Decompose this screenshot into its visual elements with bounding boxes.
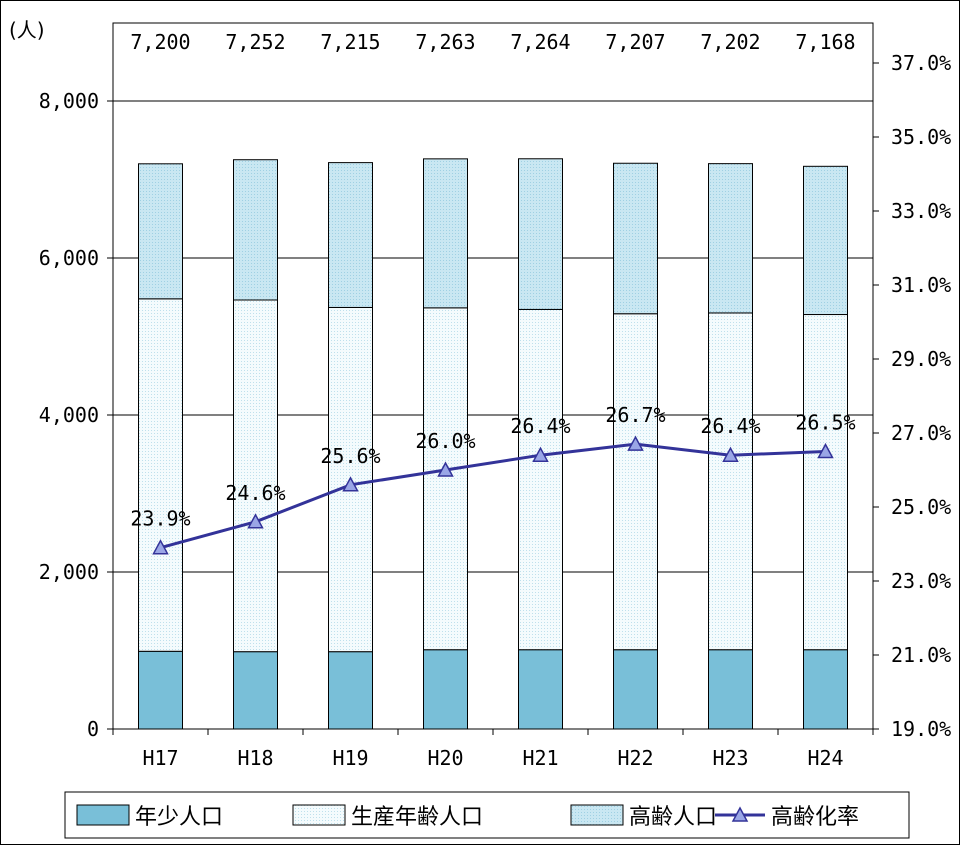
rate-label: 26.0%: [415, 429, 475, 453]
x-tick-label: H17: [142, 746, 178, 770]
total-label: 7,252: [225, 30, 285, 54]
bar-segment: [708, 649, 753, 730]
bar-segment: [328, 651, 373, 730]
rate-label: 26.5%: [795, 411, 855, 435]
bar-segment: [518, 649, 563, 730]
x-tick-label: H20: [427, 746, 463, 770]
bar-segment: [708, 163, 753, 314]
bar-segment: [233, 159, 278, 301]
total-label: 7,168: [795, 30, 855, 54]
bar-segment: [708, 312, 753, 651]
rate-point: [817, 442, 834, 459]
right-tick-label: 25.0%: [891, 495, 951, 519]
rate-point: [152, 539, 169, 555]
legend-label: 生産年齢人口: [351, 805, 483, 830]
bar-segment: [518, 158, 563, 310]
total-label: 7,200: [130, 30, 190, 54]
left-tick-label: 0: [87, 717, 99, 741]
x-tick-label: H21: [522, 746, 558, 770]
bar-segment: [803, 165, 848, 316]
bar-segment: [518, 308, 563, 651]
rate-point: [627, 435, 644, 451]
legend-marker: [731, 806, 749, 822]
x-tick-label: H24: [807, 746, 843, 770]
right-tick-label: 33.0%: [891, 199, 951, 223]
rate-line: [160, 442, 826, 550]
bar-segment: [423, 307, 468, 651]
rate-label: 26.7%: [605, 403, 665, 427]
legend-label: 高齢化率: [771, 805, 859, 830]
right-tick-label: 21.0%: [891, 643, 951, 667]
rate-point: [342, 476, 359, 492]
left-tick-label: 8,000: [39, 89, 99, 113]
legend-swatch: [570, 804, 624, 826]
total-label: 7,215: [320, 30, 380, 54]
bar-segment: [613, 313, 658, 651]
total-label: 7,264: [510, 30, 570, 54]
rate-point: [247, 513, 264, 529]
rate-label: 26.4%: [700, 414, 760, 438]
bar-segment: [233, 651, 278, 730]
left-axis-unit: (人): [9, 18, 45, 42]
legend-label: 高齢人口: [629, 805, 717, 830]
rate-label: 25.6%: [320, 444, 380, 468]
legend-label: 年少人口: [135, 805, 223, 830]
bar-segment: [423, 158, 468, 309]
total-label: 7,263: [415, 30, 475, 54]
right-tick-label: 27.0%: [891, 421, 951, 445]
rate-point: [722, 446, 739, 462]
bar-segment: [138, 298, 183, 652]
right-tick-label: 35.0%: [891, 125, 951, 149]
total-label: 7,202: [700, 30, 760, 54]
legend-swatch: [76, 804, 130, 826]
x-tick-label: H23: [712, 746, 748, 770]
x-tick-label: H22: [617, 746, 653, 770]
x-tick-label: H19: [332, 746, 368, 770]
bar-segment: [138, 650, 183, 730]
legend-swatch: [292, 804, 346, 826]
left-tick-label: 6,000: [39, 246, 99, 270]
right-tick-label: 37.0%: [891, 51, 951, 75]
bar-segment: [138, 163, 183, 300]
rate-point: [437, 461, 454, 477]
bar-segment: [423, 649, 468, 730]
x-tick-label: H18: [237, 746, 273, 770]
bar-segment: [803, 314, 848, 651]
legend-box: [64, 791, 910, 839]
rate-point: [532, 446, 549, 462]
bar-segment: [803, 649, 848, 730]
left-tick-label: 2,000: [39, 560, 99, 584]
bar-segment: [233, 299, 278, 653]
right-tick-label: 23.0%: [891, 569, 951, 593]
rate-label: 23.9%: [130, 507, 190, 531]
bar-segment: [613, 162, 658, 315]
bar-segment: [328, 162, 373, 308]
plot-area: [112, 22, 874, 730]
left-tick-label: 4,000: [39, 403, 99, 427]
right-tick-label: 19.0%: [891, 717, 951, 741]
right-tick-label: 29.0%: [891, 347, 951, 371]
bar-segment: [613, 649, 658, 730]
right-tick-label: 31.0%: [891, 273, 951, 297]
rate-label: 26.4%: [510, 414, 570, 438]
rate-label: 24.6%: [225, 481, 285, 505]
total-label: 7,207: [605, 30, 665, 54]
